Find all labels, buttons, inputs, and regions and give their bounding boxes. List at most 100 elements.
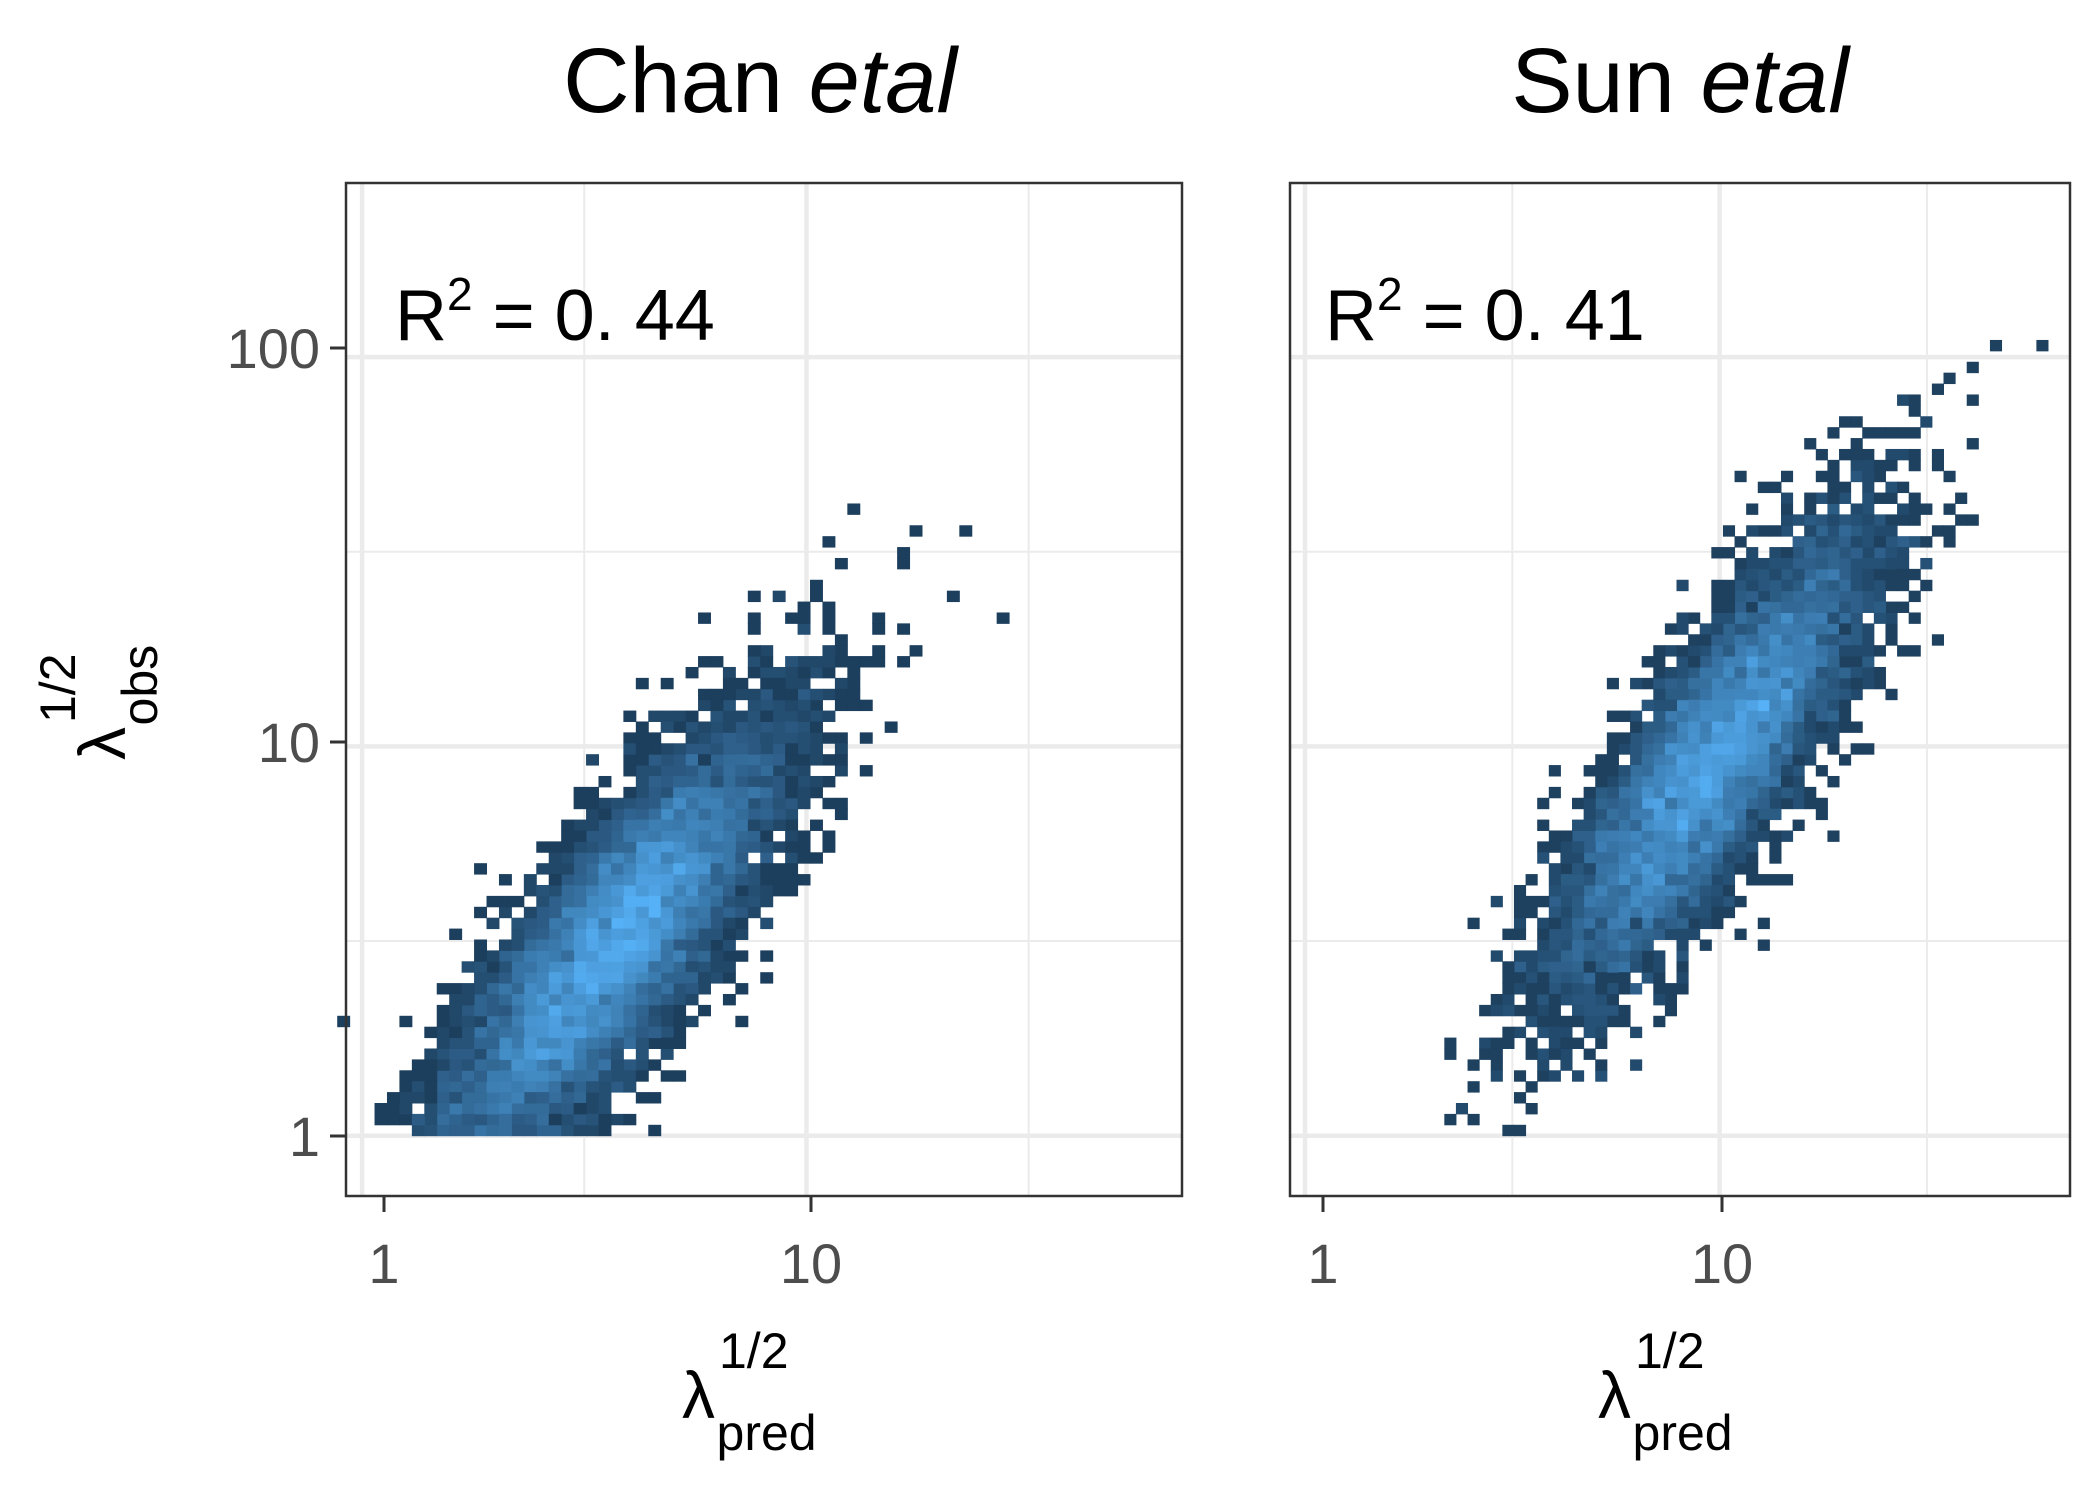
heatmap-tile: [1722, 797, 1736, 810]
heatmap-tile: [822, 797, 836, 810]
heatmap-tile: [461, 1113, 475, 1126]
heatmap-tile: [635, 950, 649, 962]
heatmap-tile: [1595, 830, 1608, 842]
heatmap-tile: [623, 983, 637, 995]
heatmap-tile: [1734, 590, 1747, 603]
heatmap-tile: [1734, 666, 1747, 679]
heatmap-tile: [1839, 568, 1852, 581]
heatmap-tile: [1641, 895, 1654, 908]
heatmap-tile: [1873, 547, 1886, 559]
heatmap-tile: [1618, 874, 1631, 886]
heatmap-tile: [623, 993, 637, 1006]
heatmap-tile: [1746, 819, 1759, 831]
heatmap-tile: [586, 863, 599, 875]
heatmap-tile: [623, 797, 637, 810]
heatmap-tile: [1780, 590, 1794, 603]
heatmap-tile: [1664, 993, 1677, 1006]
heatmap-tile: [785, 830, 799, 842]
heatmap-tile: [1734, 808, 1747, 821]
heatmap-tile: [760, 645, 774, 657]
heatmap-tile: [698, 841, 711, 853]
heatmap-tile: [586, 808, 599, 821]
heatmap-tile: [561, 906, 575, 919]
heatmap-tile: [847, 677, 861, 690]
heatmap-tile: [1839, 688, 1852, 701]
heatmap-tile: [635, 1026, 649, 1039]
heatmap-tile: [698, 688, 711, 701]
heatmap-tile: [1711, 579, 1724, 592]
heatmap-tile: [523, 1048, 537, 1060]
heatmap-tile: [536, 961, 550, 973]
heatmap-tile: [722, 786, 736, 799]
heatmap-tile: [474, 863, 488, 875]
heatmap-tile: [1722, 874, 1736, 886]
heatmap-tile: [623, 939, 637, 951]
heatmap-tile: [1897, 481, 1910, 494]
heatmap-tile: [1734, 819, 1747, 831]
heatmap-tile: [623, 830, 637, 842]
heatmap-tile: [523, 928, 537, 940]
heatmap-tile: [1746, 841, 1759, 853]
heatmap-tile: [1862, 623, 1875, 635]
heatmap-tile: [1850, 536, 1863, 548]
heatmap-tile: [498, 961, 512, 973]
heatmap-tile: [498, 993, 512, 1006]
heatmap-tile: [486, 950, 500, 962]
heatmap-tile: [785, 743, 799, 755]
heatmap-tile: [573, 830, 587, 842]
heatmap-tile: [1804, 688, 1817, 701]
heatmap-tile: [1513, 917, 1527, 930]
heatmap-tile: [735, 906, 749, 919]
heatmap-tile: [1850, 459, 1863, 472]
heatmap-tile: [1804, 721, 1817, 733]
heatmap-tile: [673, 950, 687, 962]
heatmap-tile: [772, 743, 786, 755]
heatmap-tile: [1525, 874, 1538, 886]
heatmap-tile: [1873, 568, 1886, 581]
heatmap-tile: [548, 1004, 562, 1017]
heatmap-tile: [449, 993, 463, 1006]
heatmap-tile: [785, 819, 799, 831]
heatmap-tile: [1792, 699, 1805, 712]
heatmap-tile: [785, 666, 799, 679]
heatmap-tile: [1502, 1026, 1515, 1039]
heatmap-tile: [1618, 939, 1631, 951]
heatmap-tile: [1699, 775, 1712, 788]
heatmap-tile: [735, 775, 749, 788]
heatmap-tile: [1769, 710, 1782, 722]
heatmap-tile: [797, 612, 811, 624]
heatmap-tile: [586, 961, 599, 973]
heatmap-tile: [461, 1070, 475, 1082]
heatmap-tile: [1676, 786, 1689, 799]
heatmap-tile: [635, 928, 649, 940]
heatmap-tile: [872, 612, 886, 624]
heatmap-tile: [1746, 612, 1759, 624]
heatmap-tile: [1757, 743, 1770, 755]
heatmap-tile: [1513, 884, 1527, 897]
heatmap-tile: [648, 841, 662, 853]
heatmap-tile: [1734, 754, 1747, 766]
heatmap-tile: [1827, 427, 1840, 439]
heatmap-tile: [573, 1070, 587, 1082]
heatmap-tile: [598, 863, 612, 875]
heatmap-tile: [1839, 492, 1852, 504]
heatmap-tile: [623, 732, 637, 744]
heatmap-tile: [859, 765, 873, 777]
heatmap-tile: [1653, 677, 1666, 690]
heatmap-tile: [586, 874, 599, 886]
heatmap-tile: [1804, 612, 1817, 624]
heatmap-tile: [635, 1004, 649, 1017]
heatmap-tile: [1548, 939, 1561, 951]
heatmap-tile: [623, 972, 637, 984]
heatmap-tile: [810, 732, 823, 744]
heatmap-tile: [1711, 623, 1724, 635]
heatmap-tile: [1699, 710, 1712, 722]
heatmap-tile: [623, 841, 637, 853]
heatmap-tile: [735, 797, 749, 810]
heatmap-tile: [648, 808, 662, 821]
heatmap-tile: [810, 590, 823, 603]
heatmap-tile: [1839, 590, 1852, 603]
heatmap-tile: [511, 917, 525, 930]
heatmap-tile: [1560, 1059, 1573, 1071]
heatmap-tile: [1966, 438, 1979, 450]
